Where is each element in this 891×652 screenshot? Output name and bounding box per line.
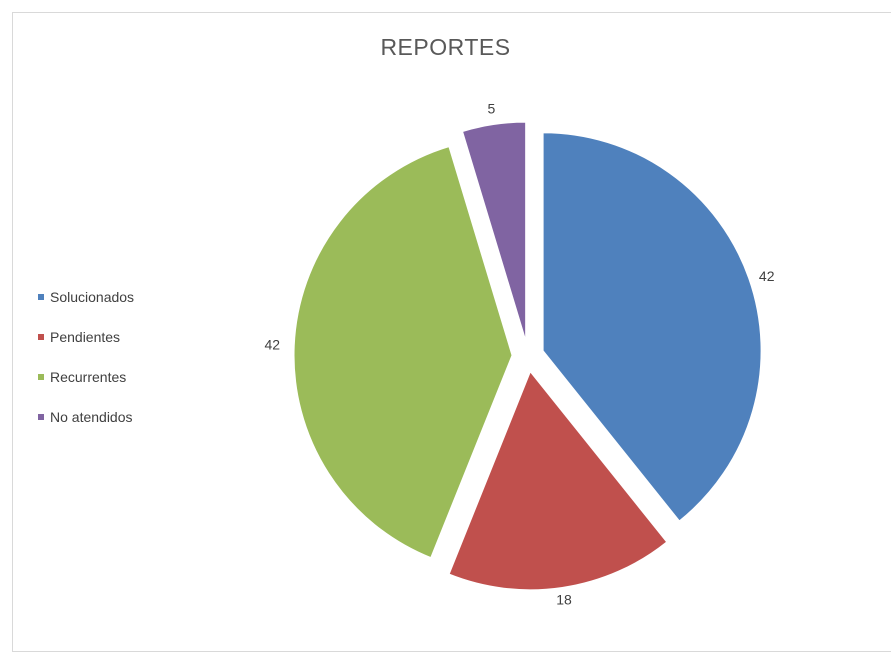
- pie-slice-solucionados: [542, 132, 762, 522]
- legend-item-solucionados: Solucionados: [38, 287, 134, 307]
- legend-swatch: [38, 414, 44, 420]
- legend-item-pendientes: Pendientes: [38, 327, 134, 347]
- data-label-recurrentes: 42: [264, 337, 280, 353]
- legend: Solucionados Pendientes Recurrentes No aten…: [38, 287, 134, 447]
- data-label-no-atendidos: 5: [488, 101, 496, 117]
- data-label-pendientes: 18: [556, 591, 572, 607]
- data-labels: 42 18 42 5: [264, 101, 774, 608]
- pie-slice-recurrentes: [293, 146, 513, 559]
- legend-label: No atendidos: [50, 409, 133, 425]
- legend-label: Solucionados: [50, 289, 135, 305]
- legend-item-no-atendidos: No atendidos: [38, 407, 134, 427]
- legend-swatch: [38, 294, 44, 300]
- pie-slice-no-atendidos: [461, 121, 527, 341]
- legend-item-recurrentes: Recurrentes: [38, 367, 134, 387]
- legend-swatch: [38, 374, 44, 380]
- pie-slice-pendientes: [448, 370, 668, 591]
- pie-slices: [293, 121, 762, 591]
- legend-label: Pendientes: [50, 329, 121, 345]
- legend-swatch: [38, 334, 44, 340]
- legend-label: Recurrentes: [50, 369, 127, 385]
- chart-title: REPORTES: [380, 34, 511, 60]
- data-label-solucionados: 42: [759, 268, 775, 284]
